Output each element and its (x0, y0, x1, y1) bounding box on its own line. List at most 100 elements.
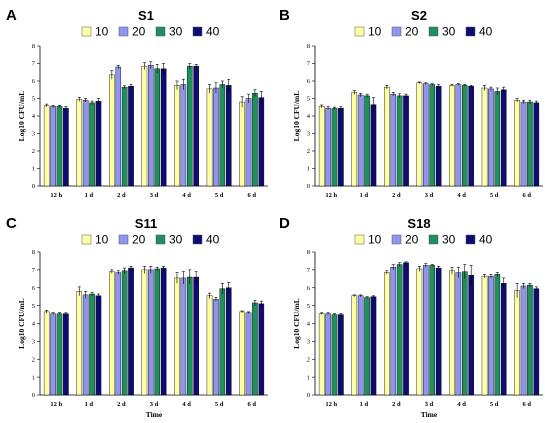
bar (423, 83, 429, 187)
bar (109, 271, 115, 396)
legend-swatch (354, 26, 365, 37)
bar (357, 94, 364, 187)
bar (357, 295, 364, 396)
x-axis-title: Time (146, 410, 163, 419)
chart-panel-c: C S11 10 20 30 40 0 1 2 3 4 5 6 7 8 Log10 CFU/mL Time 12 … (6, 215, 268, 419)
legend-label: 20 (405, 25, 419, 39)
legend-label: 20 (132, 25, 146, 39)
bar (109, 74, 115, 187)
legend: 10 20 30 40 (354, 233, 493, 247)
x-tick-label: 2 d (117, 401, 126, 408)
panel-letter: D (279, 215, 290, 232)
bar (213, 87, 219, 187)
chart-title: S2 (411, 8, 427, 23)
y-tick-label: 4 (32, 321, 36, 328)
y-tick-label: 2 (307, 356, 310, 363)
bar (219, 288, 226, 396)
bar (370, 296, 377, 396)
bar (89, 102, 95, 187)
bar (219, 84, 226, 187)
legend-swatch (192, 234, 203, 245)
x-tick-label: 6 d (522, 192, 531, 199)
bar (160, 68, 167, 187)
legend-label: 30 (169, 233, 183, 247)
y-tick-label: 5 (307, 303, 310, 310)
bar (520, 285, 527, 396)
y-tick-label: 1 (307, 166, 310, 173)
x-tick-label: 5 d (215, 401, 224, 408)
legend-swatch (428, 234, 439, 245)
bar (384, 272, 390, 396)
bar (50, 106, 56, 187)
x-tick-label: 5 d (490, 401, 499, 408)
bar (147, 65, 154, 187)
bar (325, 107, 331, 187)
legend-label: 40 (479, 25, 493, 39)
bar (239, 311, 245, 396)
bar (416, 268, 423, 396)
bar (115, 272, 122, 396)
legend-label: 20 (132, 233, 146, 247)
bar (186, 65, 193, 187)
x-tick-label: 3 d (425, 192, 434, 199)
panel-letter: B (279, 7, 290, 24)
x-tick-label: 4 d (457, 401, 466, 408)
legend-swatch (81, 26, 92, 37)
axes: 0 1 2 3 4 5 6 7 8 Log10 CFU/mL Time 12 h 1 d 2 d 3 d 4 … (292, 249, 543, 419)
bar (180, 84, 187, 187)
legend-swatch (118, 26, 129, 37)
legend-label: 40 (206, 25, 220, 39)
bar (364, 297, 370, 396)
bar (423, 265, 429, 396)
x-tick-label: 4 d (182, 401, 191, 408)
x-tick-label: 6 d (247, 192, 256, 199)
panel-letter: A (6, 7, 17, 24)
bar (429, 84, 436, 187)
bar (488, 88, 494, 187)
bar (154, 68, 161, 187)
x-tick-label: 6 d (522, 401, 531, 408)
bar (63, 313, 69, 396)
bar (520, 101, 527, 187)
bar (461, 85, 468, 187)
bar (468, 275, 474, 396)
bar (500, 283, 507, 396)
y-tick-label: 8 (307, 43, 310, 50)
bar (225, 287, 232, 396)
bar (527, 101, 533, 187)
bar (461, 271, 468, 396)
bar (63, 107, 69, 187)
y-tick-label: 2 (32, 148, 35, 155)
bar (370, 104, 377, 187)
x-tick-label: 12 h (325, 401, 337, 408)
chart-panel-d: D S18 10 20 30 40 0 1 2 3 4 5 6 7 8 Log10 CFU/mL Time 12 … (279, 215, 543, 419)
x-tick-label: 12 h (50, 192, 62, 199)
bar (527, 284, 533, 396)
bar (533, 288, 540, 396)
bar (481, 87, 488, 187)
y-tick-label: 8 (32, 43, 35, 50)
legend-swatch (118, 234, 129, 245)
x-tick-label: 1 d (85, 401, 94, 408)
bar (455, 272, 462, 396)
bar (435, 86, 442, 187)
bar (449, 270, 455, 396)
legend-swatch (391, 26, 402, 37)
bar (82, 100, 89, 187)
bar (338, 107, 344, 187)
x-axis-title: Time (421, 410, 438, 419)
y-tick-label: 3 (32, 131, 35, 138)
legend-swatch (155, 26, 166, 37)
y-tick-label: 1 (32, 374, 35, 381)
y-tick-label: 7 (32, 61, 36, 68)
y-tick-label: 3 (32, 339, 35, 346)
y-tick-label: 6 (32, 78, 36, 85)
bar (455, 84, 462, 187)
bar (396, 95, 403, 187)
bar (500, 89, 507, 187)
x-tick-label: 2 d (117, 192, 126, 199)
bar (43, 105, 50, 187)
x-tick-label: 2 d (392, 401, 401, 408)
legend-label: 10 (368, 233, 382, 247)
